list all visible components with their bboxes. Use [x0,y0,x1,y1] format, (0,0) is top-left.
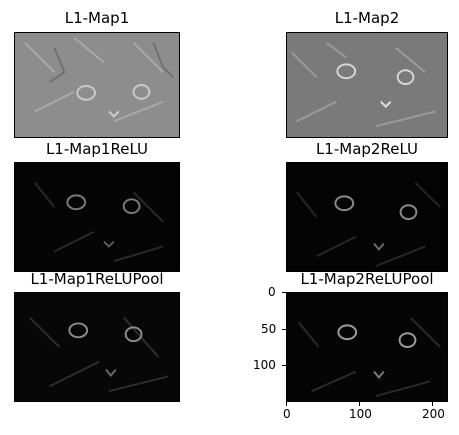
feature-map-image [14,162,180,272]
panel-title: L1-Map1ReLUPool [30,270,164,288]
y-tick-mark [282,365,286,366]
panel-l1-map1: L1-Map1 [14,0,180,140]
feature-map-image [14,292,180,402]
panel-l1-map2relu: L1-Map2ReLU [286,140,448,272]
y-tick-mark [282,292,286,293]
panel-l1-map2relupool: L1-Map2ReLUPool 0 50 100 0 100 200 [253,270,448,421]
x-tick-label: 0 [283,407,291,421]
y-tick-mark [282,329,286,330]
y-tick-label: 100 [253,358,276,372]
panel-title: L1-Map1 [64,9,130,27]
panel-title: L1-Map1ReLU [45,140,149,158]
feature-map-image [14,32,180,138]
x-tick-mark [359,402,360,406]
x-tick-mark [432,402,433,406]
panel-title: L1-Map2ReLUPool [300,270,434,288]
x-tick-mark [286,402,287,406]
y-tick-label: 50 [261,322,277,336]
y-tick-label: 0 [268,285,276,299]
feature-map-image [286,292,448,402]
panel-l1-map1relu: L1-Map1ReLU [14,140,180,272]
panel-l1-map1relupool: L1-Map1ReLUPool [14,270,180,402]
panel-title: L1-Map2ReLU [315,140,419,158]
panel-l1-map2: L1-Map2 [286,0,448,140]
x-tick-label: 100 [349,407,372,421]
feature-map-image [286,162,448,272]
feature-map-image [286,32,448,138]
x-tick-label: 200 [422,407,445,421]
panel-title: L1-Map2 [334,9,400,27]
